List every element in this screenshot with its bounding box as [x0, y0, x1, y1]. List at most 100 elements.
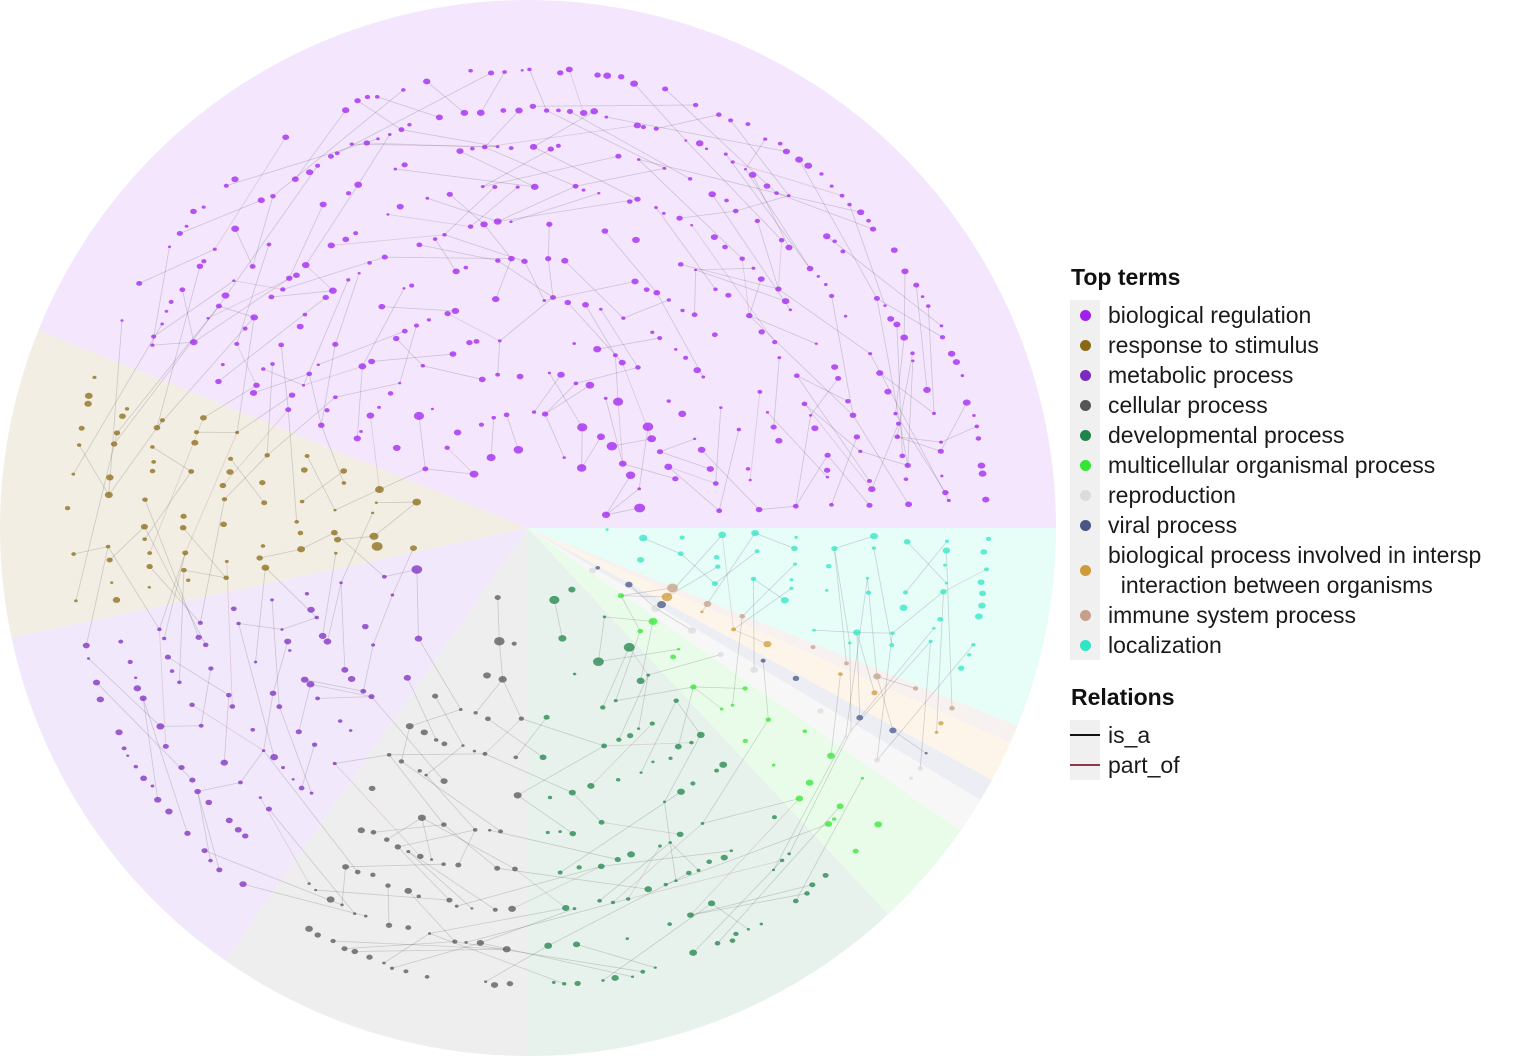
graph-node — [478, 422, 485, 427]
legend-label: metabolic process — [1108, 362, 1294, 388]
graph-node — [194, 788, 201, 795]
graph-edge — [749, 315, 817, 345]
sector-wedge — [528, 528, 1011, 780]
graph-edge — [425, 774, 476, 831]
graph-node — [905, 501, 913, 508]
graph-edge — [638, 159, 777, 194]
graph-edge — [371, 353, 453, 362]
graph-node — [565, 66, 573, 73]
graph-node — [639, 534, 648, 542]
graph-edge — [490, 417, 495, 458]
graph-node — [516, 373, 524, 380]
graph-edge — [425, 468, 475, 475]
graph-node — [360, 688, 367, 694]
graph-node — [718, 531, 727, 539]
legend-label: viral process — [1108, 512, 1238, 538]
graph-node — [482, 751, 488, 756]
graph-edge — [597, 337, 660, 350]
graph-edge — [627, 845, 661, 900]
graph-node — [758, 329, 765, 335]
graph-edge — [732, 161, 843, 197]
graph-edge — [611, 438, 652, 447]
graph-node — [330, 529, 338, 536]
graph-node — [188, 469, 195, 474]
graph-edge — [484, 110, 520, 148]
graph-node — [748, 478, 752, 482]
graph-node — [407, 122, 412, 127]
graph-edge — [484, 718, 522, 755]
graph-node — [506, 981, 514, 987]
graph-edge — [142, 698, 159, 800]
graph-edge — [721, 534, 734, 630]
graph-node — [529, 103, 537, 109]
graph-node — [520, 69, 524, 72]
graph-node — [949, 706, 955, 711]
graph-edge — [648, 654, 721, 676]
graph-node — [184, 830, 191, 836]
graph-edge — [544, 281, 636, 301]
graph-edge — [272, 641, 289, 694]
graph-node — [690, 223, 694, 227]
graph-edge — [395, 338, 424, 367]
graph-edge — [856, 632, 875, 693]
graph-edge — [826, 235, 942, 327]
graph-node — [390, 966, 395, 970]
graph-node — [823, 283, 828, 287]
graph-node — [189, 777, 196, 783]
legend-swatch — [1070, 360, 1100, 390]
graph-edge — [612, 823, 703, 903]
graph-node — [822, 872, 829, 878]
graph-node — [500, 108, 507, 113]
graph-edge — [907, 360, 914, 466]
graph-edge — [533, 110, 595, 148]
graph-node — [545, 256, 552, 262]
graph-node — [714, 768, 720, 773]
legend: Top terms biological regulation response … — [1070, 262, 1536, 780]
graph-node — [142, 537, 147, 541]
graph-node — [593, 657, 604, 666]
graph-edge — [193, 277, 290, 343]
graph-node — [574, 980, 581, 986]
graph-node — [385, 883, 391, 888]
graph-node — [805, 779, 814, 786]
graph-node — [104, 491, 113, 499]
graph-node — [634, 196, 641, 202]
graph-edge — [895, 337, 905, 414]
graph-edge — [236, 343, 257, 386]
graph-node — [731, 627, 737, 632]
graph-node — [498, 676, 507, 683]
graph-edge — [399, 325, 417, 384]
graph-edge — [759, 505, 796, 510]
graph-edge — [549, 372, 583, 428]
circle-icon — [1079, 399, 1091, 411]
graph-edge — [263, 750, 359, 873]
graph-node — [759, 922, 764, 926]
graph-node — [285, 407, 292, 413]
graph-node — [978, 602, 986, 609]
graph-edge — [876, 676, 894, 731]
graph-edge — [506, 414, 519, 450]
graph-edge — [113, 305, 220, 445]
graph-node — [363, 914, 368, 918]
graph-node — [782, 148, 791, 155]
graph-edge — [401, 129, 498, 148]
graph-node — [810, 645, 816, 650]
legend-item: multicellular organismal process — [1070, 450, 1536, 480]
graph-node — [484, 980, 488, 983]
graph-edge — [497, 198, 638, 222]
graph-node — [221, 497, 228, 502]
graph-node — [147, 585, 151, 589]
legend-label: cellular process — [1108, 392, 1268, 418]
graph-node — [794, 535, 798, 539]
graph-node — [472, 749, 477, 753]
graph-node — [625, 471, 636, 479]
graph-node — [576, 464, 587, 472]
graph-node — [339, 581, 343, 585]
graph-node — [327, 242, 335, 249]
graph-node — [456, 148, 464, 154]
graph-node — [677, 788, 685, 795]
graph-edge — [397, 846, 450, 901]
graph-node — [802, 729, 808, 734]
graph-edge — [340, 582, 346, 670]
graph-node — [299, 499, 305, 504]
